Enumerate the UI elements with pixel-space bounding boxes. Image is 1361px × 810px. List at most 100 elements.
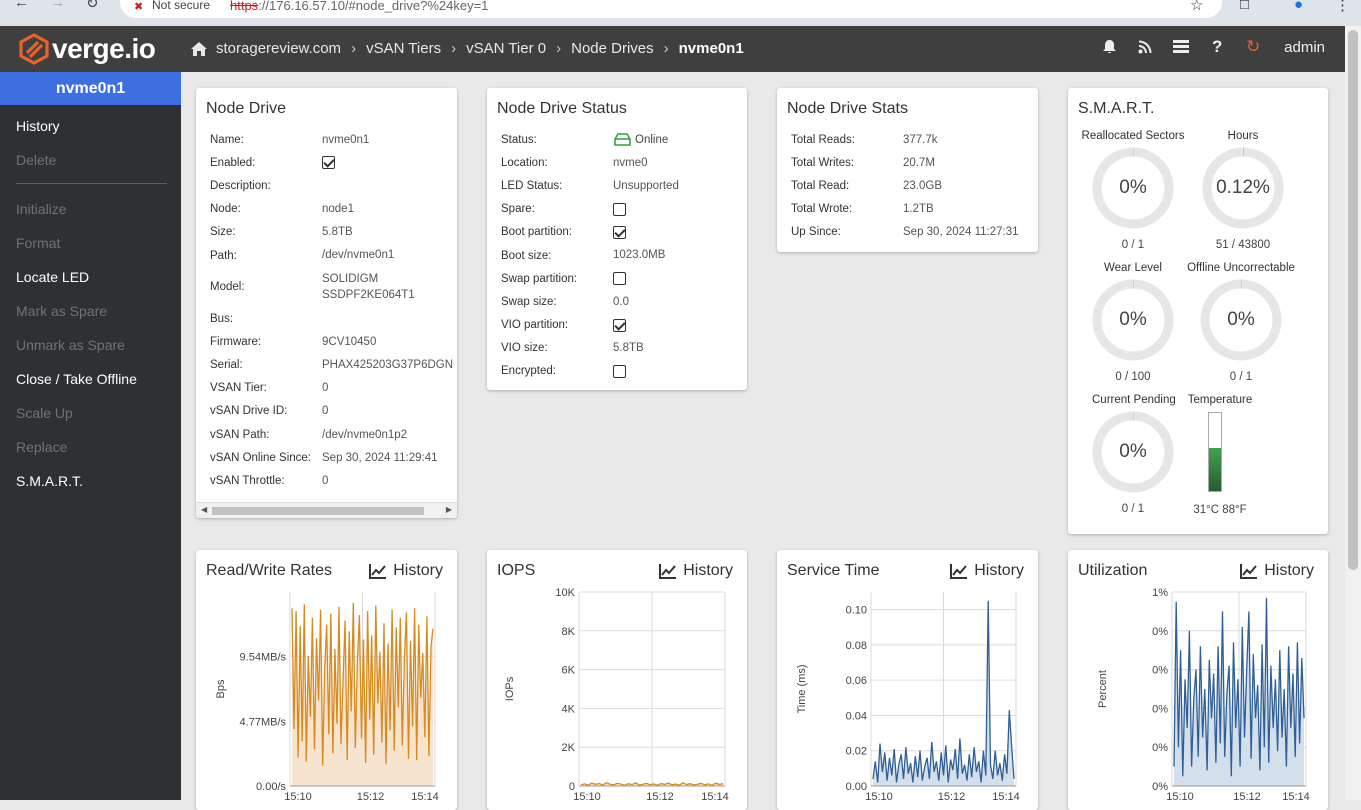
sidebar-item-history[interactable]: History [16,118,60,134]
reload-icon[interactable]: ↻ [86,0,99,12]
breadcrumb-item-vsan-tiers[interactable]: vSAN Tiers [366,40,442,57]
gauge-label: Wear Level [1104,262,1162,274]
extensions-icon[interactable]: □ [1240,0,1250,13]
detail-value: 377.7k [903,133,938,146]
node-drive-card: Node Drive Name: nvme0n1 Enabled: Descripti… [196,88,457,518]
y-axis-label: IOPs [504,676,516,701]
service-time-chart: 0.00 0.02 0.04 0.06 0.08 0.10 Time (ms) 15:10 15… [796,592,1020,803]
series-line [580,781,724,787]
line-chart-icon [659,564,677,579]
detail-label: VIO partition: [501,319,569,332]
utilization-card: Utilization History 0% 0% 0% 0% 0% 1% Percent 1… [1068,550,1328,810]
detail-row: vSAN Throttle: 0 [210,469,453,492]
logo[interactable]: verge.io [18,32,156,66]
checkbox [613,272,626,286]
help-icon[interactable]: ? [1211,37,1223,56]
y-axis-label: Percent [1097,670,1109,708]
x-tick-label: 15:14 [701,791,729,803]
detail-value: 1.2TB [903,203,934,216]
history-link[interactable]: History [659,562,733,580]
series-line [291,602,434,766]
scrollbar-thumb[interactable] [212,507,424,515]
x-tick-label: 15:12 [646,791,674,803]
detail-row: LED Status: Unsupported [501,174,679,197]
warning-icon: ✖ [134,1,144,13]
detail-label: Encrypted: [501,365,556,378]
detail-value: Online [635,133,669,146]
y-tick-label: 0.02 [846,746,867,758]
history-link[interactable]: History [1240,562,1314,580]
scroll-right-icon[interactable]: ▶ [445,505,452,514]
logo-text: verge.io [52,33,156,64]
scrollbar-thumb[interactable] [1348,30,1358,570]
y-axis-label: Time (ms) [796,664,808,713]
temperature-bar [1208,412,1222,492]
menu-icon[interactable]: ⋮ [1335,0,1350,14]
detail-row: Encrypted: [501,360,679,383]
smart-gauge: Hours 0.12% 51 / 43800 [1202,130,1284,251]
y-tick-label: 8K [562,626,576,638]
detail-value: 0 [322,382,329,395]
detail-label: Swap partition: [501,272,578,285]
star-icon[interactable]: ☆ [1190,0,1204,14]
chart-title: IOPS [497,562,536,579]
detail-label: Up Since: [791,226,841,239]
user-menu[interactable]: admin [1284,38,1325,56]
history-link[interactable]: History [369,562,443,580]
read-write-rates-card: Read/Write Rates History 0.00/s 4.77MB/s 9… [196,550,457,810]
chart-title: Read/Write Rates [206,562,332,579]
home-icon[interactable] [190,41,208,57]
detail-row: Path: /dev/nvme0n1 [210,244,453,267]
scroll-left-icon[interactable]: ◀ [201,505,208,514]
chevron-right-icon: › [663,40,669,57]
rss-icon[interactable] [1136,38,1154,56]
temperature-label: Temperature [1187,394,1253,406]
detail-value: nvme0 [613,156,648,169]
detail-value: /dev/nvme0n1 [322,249,395,262]
chevron-right-icon: › [351,40,357,57]
horizontal-scrollbar[interactable]: ◀ ▶ [196,502,457,518]
series-line [872,600,1015,783]
detail-row: Name: nvme0n1 [210,128,453,151]
detail-label: Description: [210,179,271,192]
gauge-value: 0 / 100 [1115,371,1151,383]
detail-value: Unsupported [613,179,679,192]
series-area [1174,597,1304,786]
sidebar-item-format: Format [16,235,61,251]
gauge-ring: 0% [1200,279,1282,361]
chart-title: Service Time [787,562,880,579]
detail-value: Sep 30, 2024 11:27:31 [903,226,1019,239]
line-chart-icon [1240,564,1258,579]
address-bar[interactable]: ✖ Not secure https://176.16.57.10/#node_… [120,0,1222,18]
sidebar-item-locate-led[interactable]: Locate LED [16,269,90,285]
breadcrumb-item-site[interactable]: storagereview.com [216,40,342,57]
sidebar-item-mark-as-spare: Mark as Spare [16,303,108,319]
history-link[interactable]: History [950,562,1024,580]
y-tick-label: 6K [562,665,576,677]
detail-row: Total Wrote: 1.2TB [791,198,1019,221]
detail-value: 5.8TB [613,342,644,355]
breadcrumb-item-vsan-tier-0[interactable]: vSAN Tier 0 [466,40,547,57]
sidebar-item-close-take-offline[interactable]: Close / Take Offline [16,371,137,387]
refresh-icon[interactable]: ↻ [1246,37,1261,56]
sidebar-item-smart[interactable]: S.M.A.R.T. [16,473,83,489]
page-scrollbar[interactable] [1345,26,1361,800]
gauge-ring: 0% [1092,411,1174,493]
forward-icon[interactable]: → [50,0,65,11]
back-icon[interactable]: ← [14,0,29,11]
detail-value: 1023.0MB [613,249,666,262]
list-icon[interactable] [1172,38,1190,56]
detail-row: vSAN Online Since: Sep 30, 2024 11:29:41 [210,446,453,469]
bell-icon[interactable] [1100,38,1118,56]
detail-value: 0 [322,474,329,487]
security-label: Not secure [152,0,211,12]
breadcrumb-item-node-drives[interactable]: Node Drives [571,40,654,57]
gauge-percent: 0% [1119,309,1147,330]
service-time-card: Service Time History 0.00 0.02 0.04 0.06 0.0… [777,550,1038,810]
card-title: S.M.A.R.T. [1078,100,1155,117]
detail-row: Serial: PHAX425203G37P6DGN [210,354,453,377]
y-tick-label: 4K [562,703,576,715]
checkbox [322,156,335,170]
profile-icon[interactable]: ● [1294,0,1304,13]
x-tick-label: 15:14 [1282,791,1310,803]
